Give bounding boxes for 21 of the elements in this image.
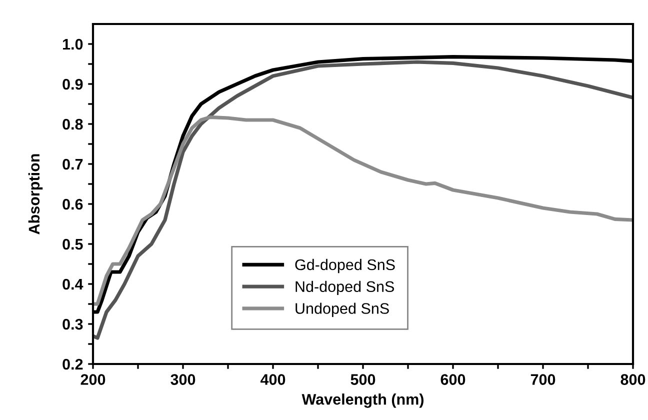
x-axis-title: Wavelength (nm) bbox=[302, 394, 424, 408]
x-tick-label: 800 bbox=[620, 374, 646, 385]
y-tick-label: 1.0 bbox=[63, 38, 83, 50]
x-tick-label: 400 bbox=[260, 374, 286, 385]
y-axis-title: Absorption bbox=[28, 154, 43, 234]
x-tick-label: 300 bbox=[170, 374, 196, 385]
y-tick-label: 0.2 bbox=[62, 358, 83, 370]
x-tick-label: 600 bbox=[440, 374, 466, 385]
y-tick-label: 0.5 bbox=[62, 238, 83, 250]
y-tick-label: 0.9 bbox=[62, 78, 83, 90]
x-tick-label: 500 bbox=[350, 374, 376, 385]
legend-label: Nd-doped SnS bbox=[296, 280, 394, 296]
y-tick-label: 0.6 bbox=[62, 198, 83, 210]
y-tick-label: 0.8 bbox=[62, 118, 83, 130]
y-tick-label: 0.7 bbox=[62, 158, 83, 170]
x-tick-label: 200 bbox=[80, 374, 106, 385]
y-tick-label: 0.4 bbox=[62, 278, 84, 290]
legend-label: Gd-doped SnS bbox=[295, 258, 395, 274]
x-tick-label: 700 bbox=[530, 374, 556, 385]
legend-label: Undoped SnS bbox=[296, 302, 389, 317]
y-tick-label: 0.3 bbox=[62, 318, 83, 330]
